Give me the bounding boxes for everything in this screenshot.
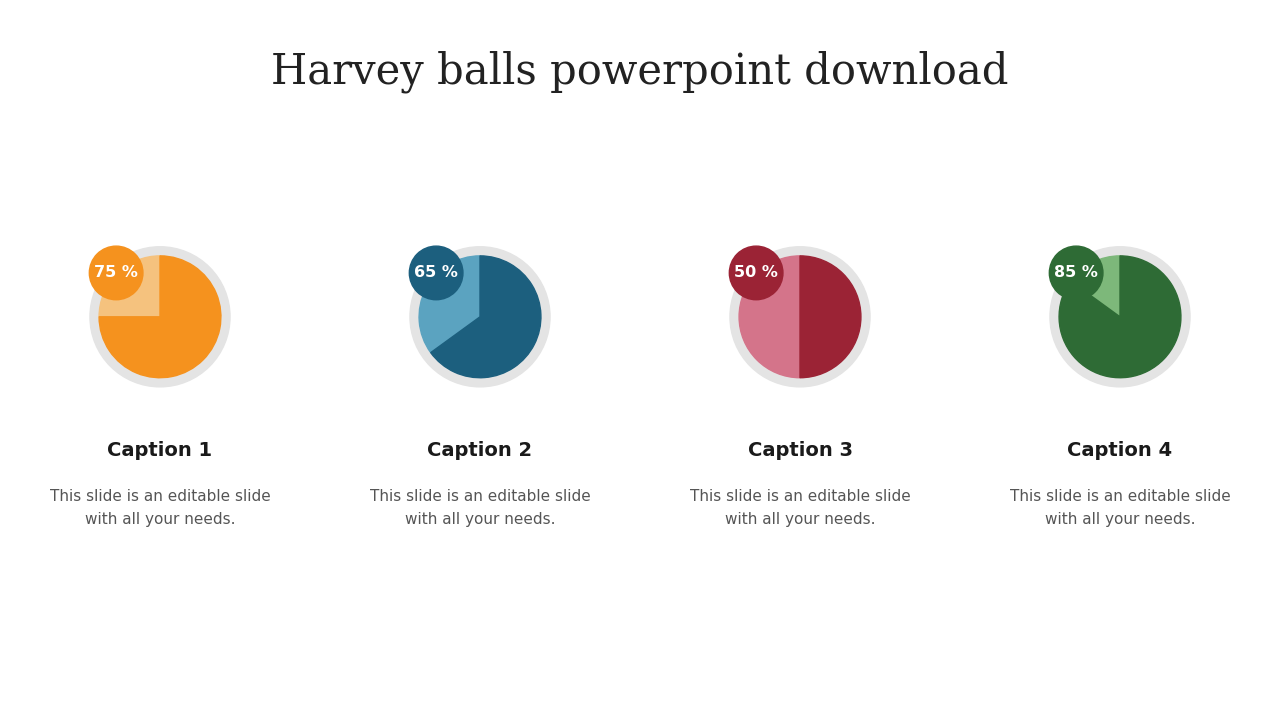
Text: Caption 2: Caption 2 bbox=[428, 441, 532, 460]
Wedge shape bbox=[99, 256, 221, 378]
Wedge shape bbox=[419, 256, 480, 353]
Text: Harvey balls powerpoint download: Harvey balls powerpoint download bbox=[271, 50, 1009, 93]
Wedge shape bbox=[99, 256, 160, 317]
Text: 75 %: 75 % bbox=[95, 266, 138, 280]
Wedge shape bbox=[430, 256, 541, 378]
Text: 65 %: 65 % bbox=[415, 266, 458, 280]
Circle shape bbox=[410, 247, 550, 387]
Text: This slide is an editable slide
with all your needs.: This slide is an editable slide with all… bbox=[690, 490, 910, 526]
Circle shape bbox=[410, 246, 463, 300]
Circle shape bbox=[90, 246, 143, 300]
Text: This slide is an editable slide
with all your needs.: This slide is an editable slide with all… bbox=[370, 490, 590, 526]
Text: This slide is an editable slide
with all your needs.: This slide is an editable slide with all… bbox=[1010, 490, 1230, 526]
Text: Caption 3: Caption 3 bbox=[748, 441, 852, 460]
Circle shape bbox=[1050, 246, 1103, 300]
Text: This slide is an editable slide
with all your needs.: This slide is an editable slide with all… bbox=[50, 490, 270, 526]
Wedge shape bbox=[800, 256, 861, 378]
Wedge shape bbox=[739, 256, 800, 378]
Text: Caption 1: Caption 1 bbox=[108, 441, 212, 460]
Text: Caption 4: Caption 4 bbox=[1068, 441, 1172, 460]
Text: 50 %: 50 % bbox=[735, 266, 778, 280]
Wedge shape bbox=[1059, 256, 1181, 378]
Circle shape bbox=[730, 246, 783, 300]
Circle shape bbox=[730, 247, 870, 387]
Wedge shape bbox=[1070, 256, 1120, 317]
Text: 85 %: 85 % bbox=[1055, 266, 1098, 280]
Circle shape bbox=[90, 247, 230, 387]
Circle shape bbox=[1050, 247, 1190, 387]
